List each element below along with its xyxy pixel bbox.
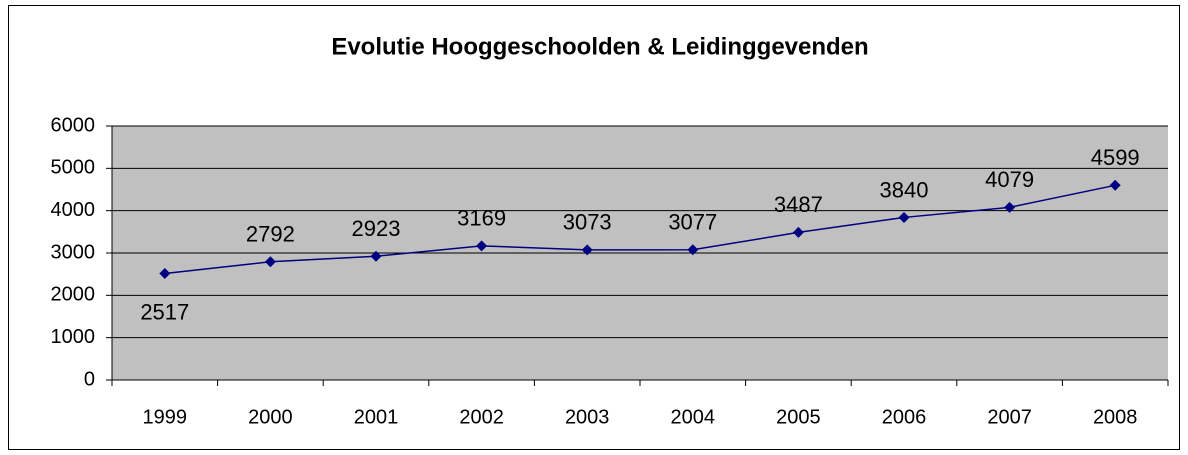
x-tick-label: 2003 <box>565 406 610 428</box>
y-tick-label: 1000 <box>51 326 96 348</box>
x-tick-label: 2001 <box>354 406 399 428</box>
data-marker <box>792 226 804 238</box>
x-tick-label: 2006 <box>882 406 927 428</box>
data-label: 4079 <box>985 167 1034 192</box>
data-label: 3840 <box>880 177 929 202</box>
y-tick-label: 3000 <box>51 241 96 263</box>
x-tick-label: 2005 <box>776 406 821 428</box>
data-marker <box>1109 179 1121 191</box>
data-label: 2517 <box>140 299 189 324</box>
x-tick-label: 2004 <box>671 406 716 428</box>
data-label: 2923 <box>352 216 401 241</box>
x-tick-label: 2000 <box>248 406 293 428</box>
data-label: 3077 <box>668 210 717 235</box>
data-label: 3169 <box>457 206 506 231</box>
data-label: 4599 <box>1091 145 1140 170</box>
data-marker <box>1004 201 1016 213</box>
data-line <box>164 184 1116 275</box>
data-marker <box>370 250 382 262</box>
data-label: 3073 <box>563 210 612 235</box>
data-marker <box>476 240 488 252</box>
data-marker <box>581 244 593 256</box>
x-tick-label: 2002 <box>459 406 504 428</box>
data-label: 2792 <box>246 222 295 247</box>
x-tick-label: 2008 <box>1093 406 1138 428</box>
chart-title: Evolutie Hooggeschoolden & Leidinggevend… <box>331 33 868 60</box>
y-tick-label: 5000 <box>51 157 96 179</box>
y-tick-label: 4000 <box>51 199 96 221</box>
y-tick-label: 0 <box>84 368 95 390</box>
x-tick-label: 2007 <box>987 406 1032 428</box>
data-marker <box>159 267 171 279</box>
data-marker <box>898 211 910 223</box>
x-tick-label: 1999 <box>143 406 188 428</box>
data-label: 3487 <box>774 192 823 217</box>
data-marker <box>264 256 276 268</box>
y-tick-label: 6000 <box>51 114 96 136</box>
y-tick-label: 2000 <box>51 284 96 306</box>
data-marker <box>687 244 699 256</box>
